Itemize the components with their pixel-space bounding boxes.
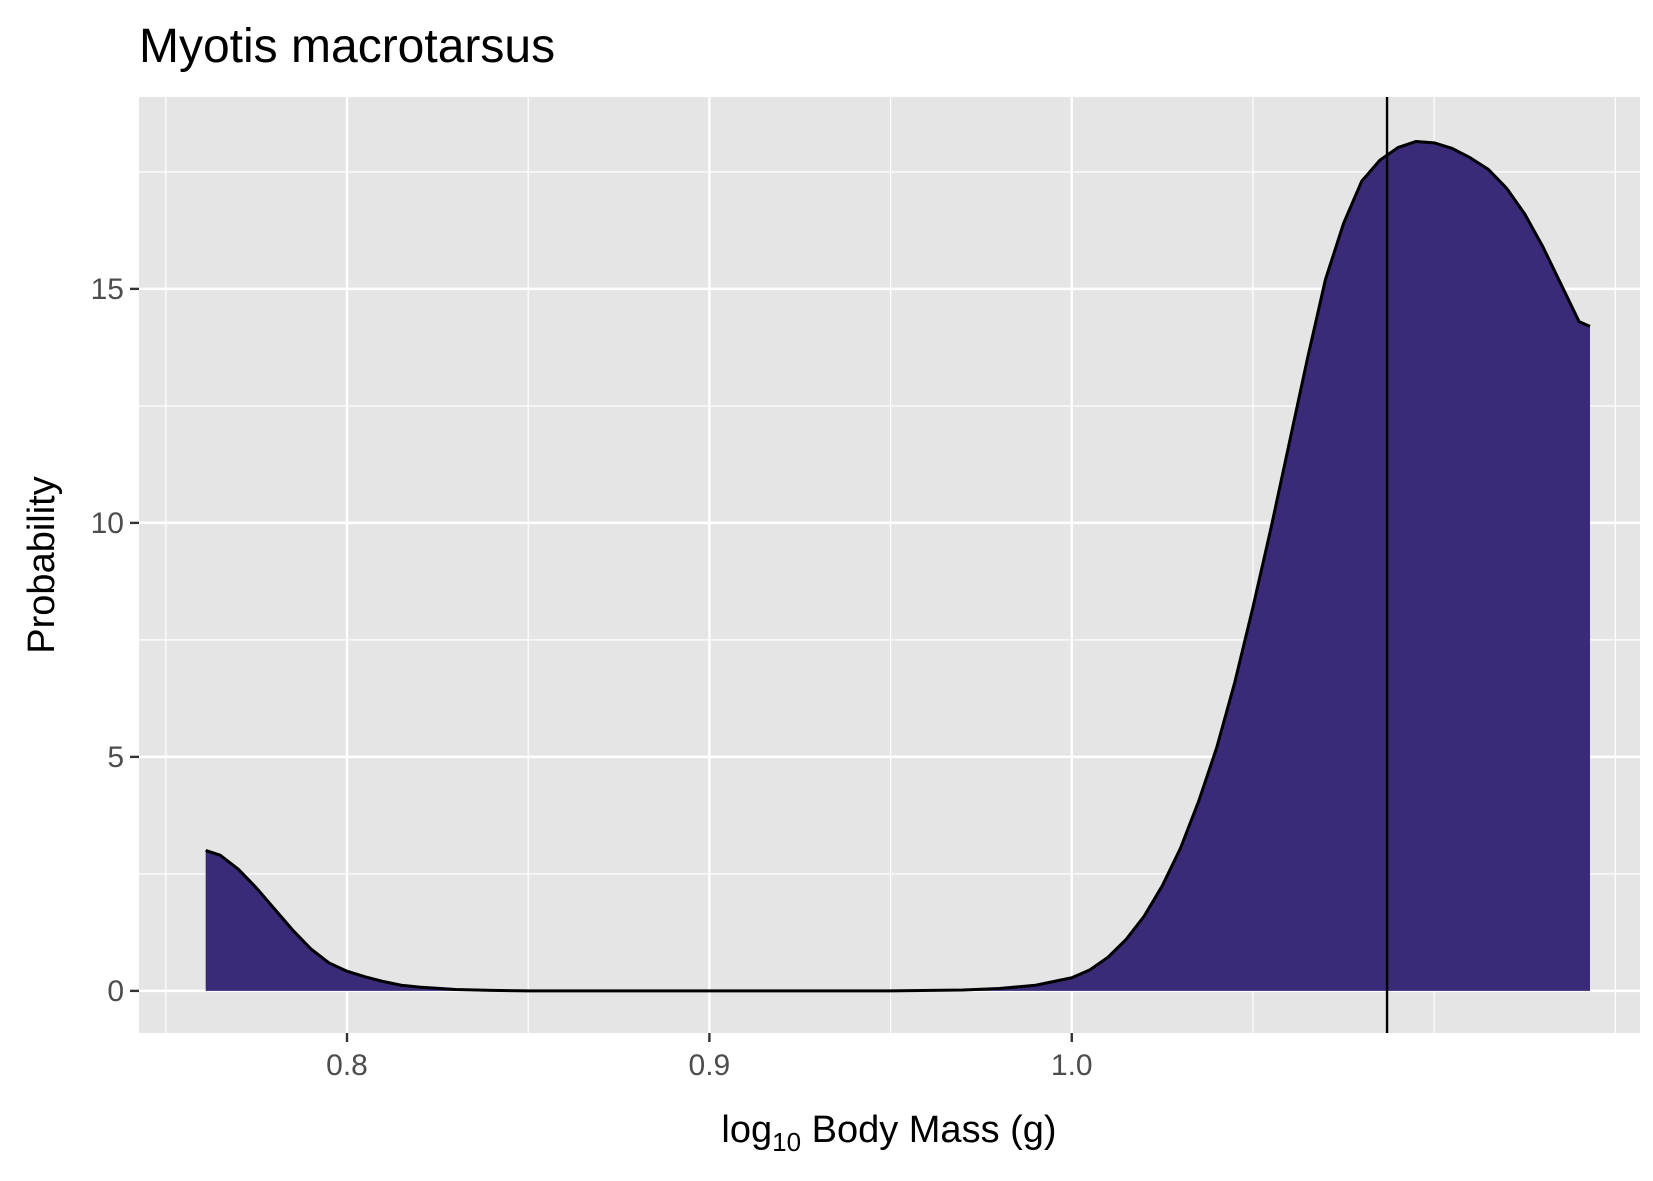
y-tick-label: 5 xyxy=(107,741,124,774)
density-area xyxy=(205,141,1590,991)
y-tick-label: 10 xyxy=(91,507,124,540)
x-tick-label: 0.9 xyxy=(689,1049,731,1082)
x-axis-title-prefix: log xyxy=(721,1109,772,1151)
y-tick-label: 15 xyxy=(91,273,124,306)
density-line xyxy=(205,139,1591,993)
x-tick-label: 0.8 xyxy=(326,1049,368,1082)
x-axis-title: log10 Body Mass (g) xyxy=(721,1109,1056,1157)
x-axis: 0.8 0.9 1.0 xyxy=(326,1033,1093,1082)
y-axis-title: Probability xyxy=(21,476,63,653)
y-axis: 0 5 10 15 xyxy=(91,273,139,1008)
y-tick-label: 0 xyxy=(107,975,124,1008)
x-axis-title-subscript: 10 xyxy=(772,1127,801,1157)
chart-title: Myotis macrotarsus xyxy=(139,20,555,73)
density-marks xyxy=(205,97,1591,1033)
x-tick-label: 1.0 xyxy=(1051,1049,1093,1082)
x-axis-title-suffix: Body Mass (g) xyxy=(801,1109,1057,1151)
